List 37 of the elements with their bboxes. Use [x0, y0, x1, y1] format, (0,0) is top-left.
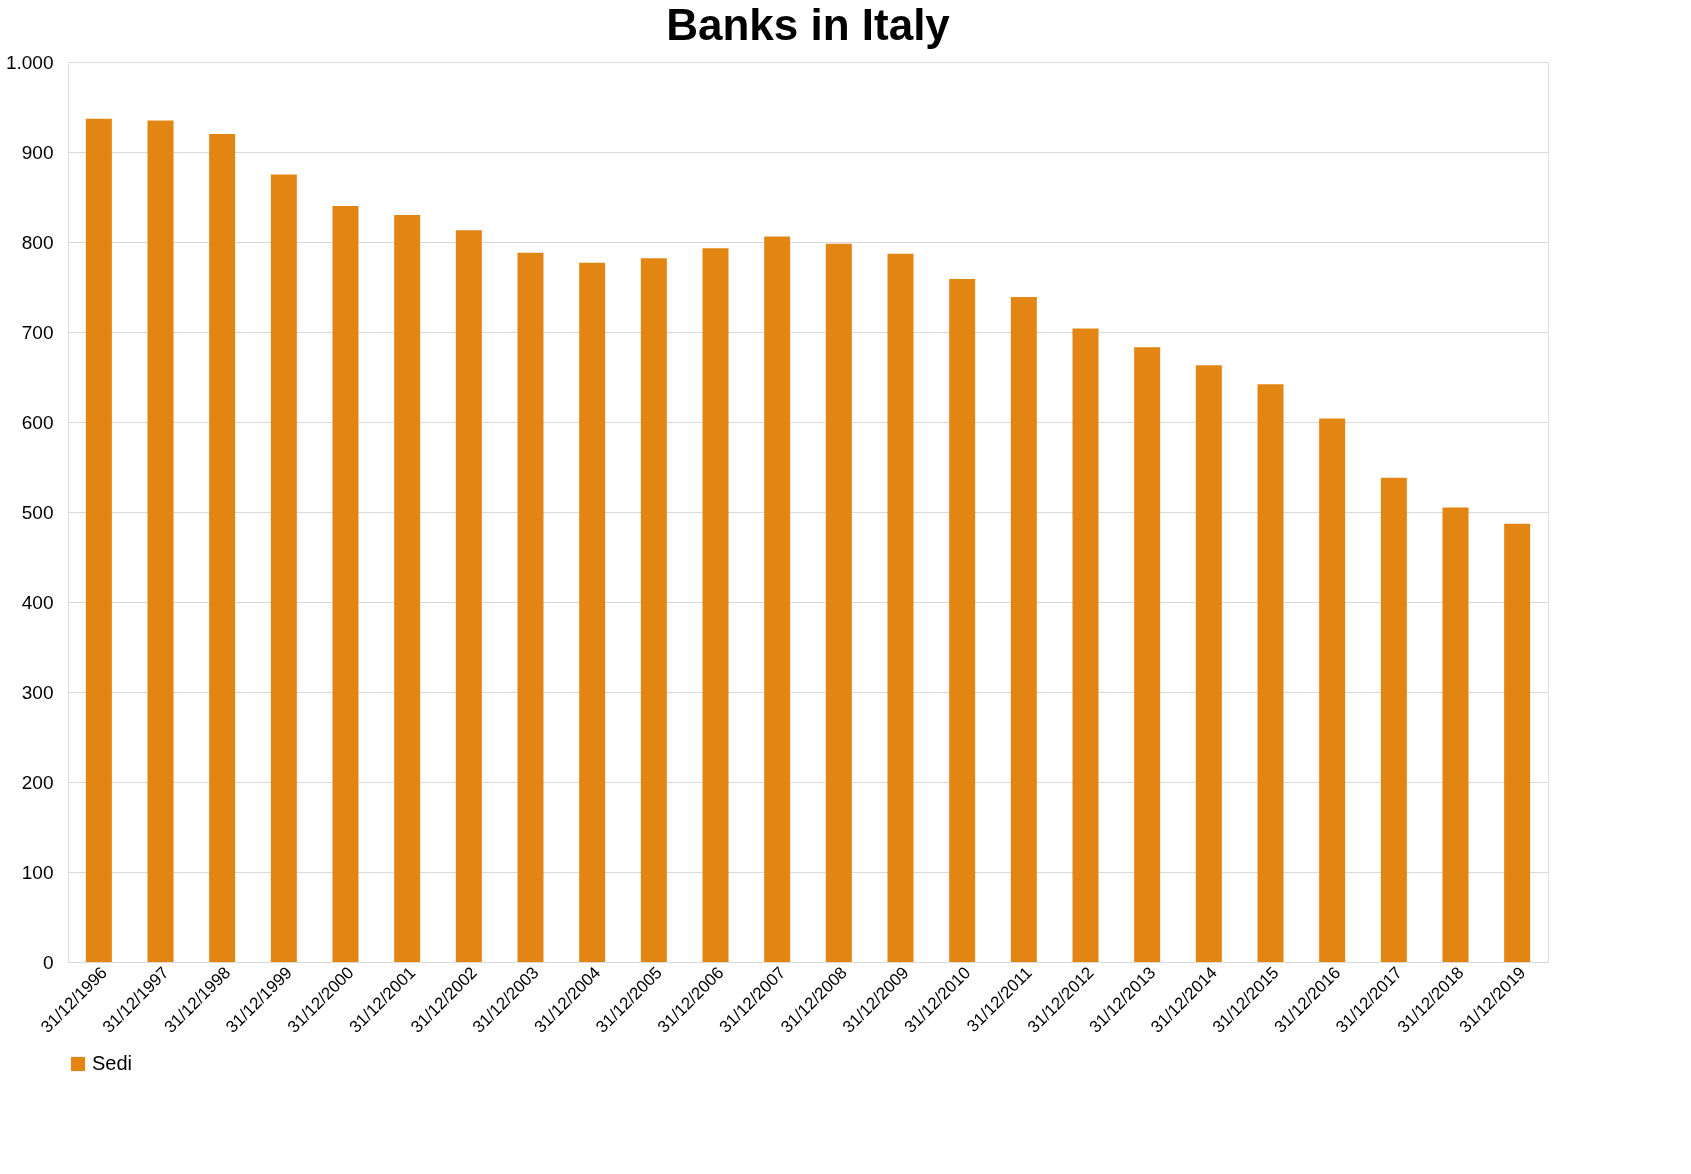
bar [949, 278, 976, 962]
bar [702, 248, 729, 962]
bar [1380, 477, 1407, 962]
bar [579, 262, 606, 962]
y-tick-label: 100 [21, 861, 54, 883]
y-tick-label: 1.000 [5, 51, 54, 73]
bar [1134, 347, 1161, 962]
bar [1257, 384, 1284, 962]
bar [1195, 365, 1222, 962]
bar [1319, 418, 1346, 962]
bar [1442, 507, 1469, 962]
y-tick-label: 900 [21, 141, 54, 163]
bar [394, 215, 421, 962]
y-tick-label: 200 [21, 771, 54, 793]
y-tick-label: 300 [21, 681, 54, 703]
bar [209, 134, 236, 962]
y-tick-label: 800 [21, 231, 54, 253]
bar [1072, 328, 1099, 962]
bar [332, 206, 359, 962]
bar [1504, 523, 1531, 962]
bar [147, 120, 174, 962]
chart-title: Banks in Italy [666, 0, 951, 49]
bar [764, 236, 791, 962]
bar [270, 174, 297, 962]
bar [455, 230, 482, 962]
bar [640, 258, 667, 962]
y-tick-label: 500 [21, 501, 54, 523]
bar [825, 243, 852, 962]
bar [517, 252, 544, 962]
legend-label: Sedi [92, 1052, 133, 1074]
bar [85, 118, 112, 962]
y-tick-label: 700 [21, 321, 54, 343]
y-tick-label: 400 [21, 591, 54, 613]
bar [887, 253, 914, 962]
y-tick-label: 600 [21, 411, 54, 433]
bar [1010, 296, 1037, 962]
y-tick-label: 0 [42, 951, 54, 973]
